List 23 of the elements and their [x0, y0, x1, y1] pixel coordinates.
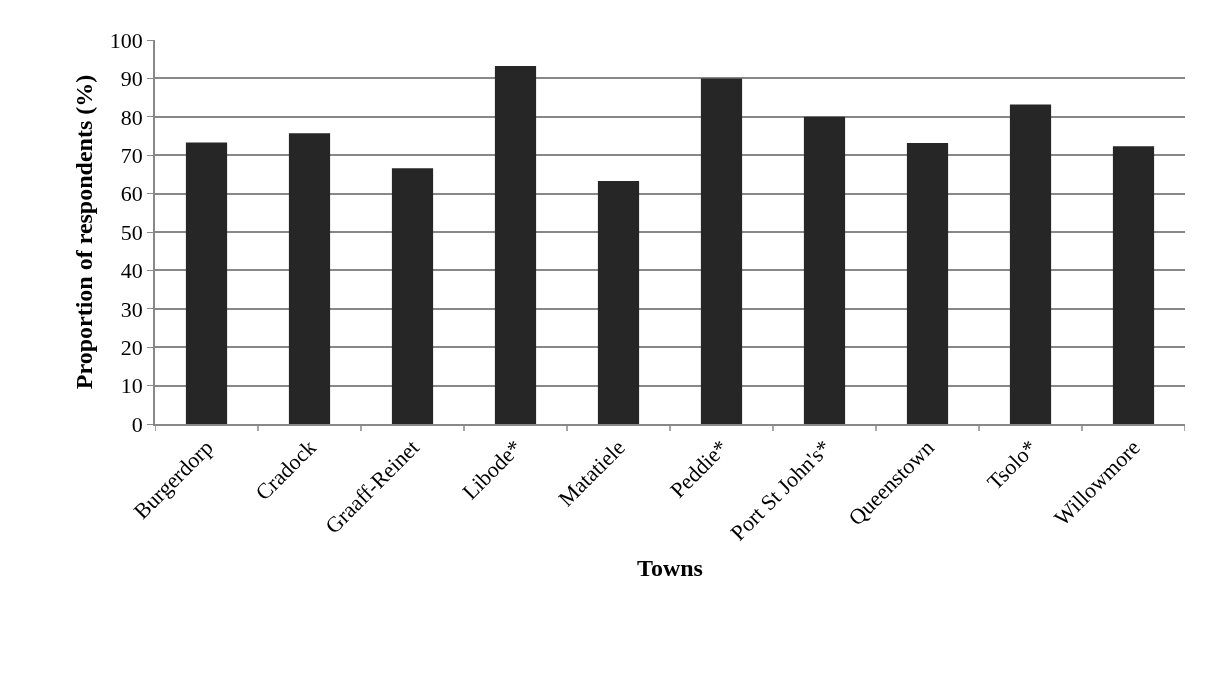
- bar: [185, 142, 228, 424]
- bar: [700, 78, 743, 424]
- bar: [288, 133, 331, 424]
- y-tick-label: 40: [120, 258, 143, 284]
- x-axis-title: Towns: [637, 554, 703, 581]
- y-tick-label: 20: [120, 334, 143, 360]
- y-tick-label: 30: [120, 296, 143, 322]
- y-tick-label: 90: [120, 66, 143, 92]
- y-axis-title: Proportion of respondents (%): [71, 74, 98, 390]
- y-tick-label: 70: [120, 142, 143, 168]
- bar: [803, 116, 846, 424]
- y-tick-label: 80: [120, 104, 143, 130]
- y-tick-label: 0: [131, 411, 143, 437]
- bar: [391, 168, 434, 424]
- y-tick-label: 50: [120, 219, 143, 245]
- bar: [1009, 104, 1052, 424]
- bar: [906, 142, 949, 424]
- y-tick-label: 10: [120, 373, 143, 399]
- y-tick-label: 100: [109, 27, 143, 53]
- bar: [494, 66, 537, 424]
- bar: [1112, 146, 1155, 424]
- bar: [597, 180, 640, 424]
- y-tick-label: 60: [120, 181, 143, 207]
